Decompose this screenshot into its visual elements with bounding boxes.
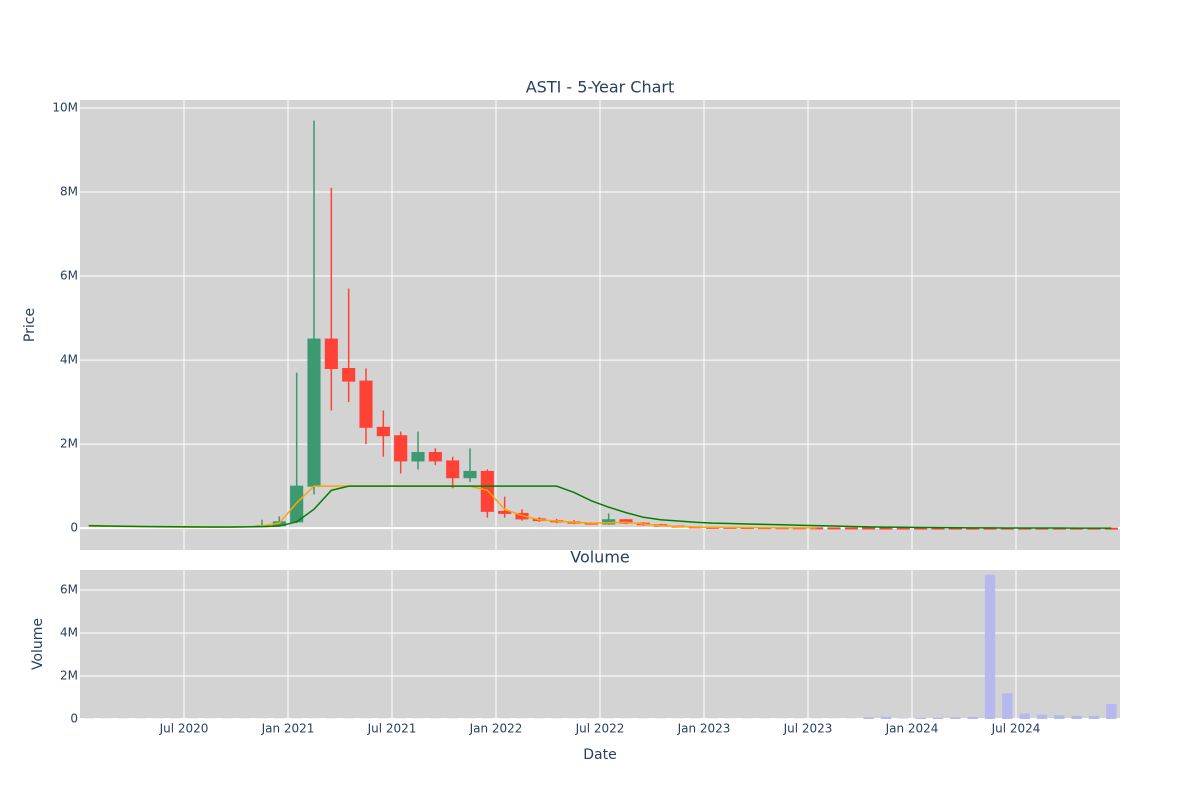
candle-body	[376, 426, 390, 437]
x-tick-label: Jul 2022	[575, 722, 625, 736]
candle-body	[896, 527, 910, 530]
volume-bar	[880, 716, 892, 719]
x-tick-label: Jan 2023	[677, 722, 731, 736]
y-tick-label: 0	[70, 712, 78, 726]
volume-bar	[1106, 703, 1117, 719]
y-axis-label: Volume	[30, 618, 46, 670]
y-tick-label: 2M	[60, 668, 78, 682]
y-axis-label: Price	[22, 308, 38, 342]
volume-title: Volume	[570, 548, 630, 567]
y-tick-label: 2M	[60, 437, 78, 451]
x-tick-label: Jan 2022	[469, 722, 523, 736]
moving-average-line	[88, 485, 1112, 529]
candle-body	[498, 510, 512, 514]
x-tick-label: Jul 2020	[159, 722, 209, 736]
volume-bar	[863, 717, 874, 719]
candle-body	[411, 452, 425, 462]
candle-body	[862, 527, 876, 530]
x-tick-label: Jul 2023	[783, 722, 833, 736]
candle-body	[827, 527, 841, 530]
volume-bar	[915, 717, 926, 719]
y-tick-label: 6M	[60, 582, 78, 596]
y-tick-label: 8M	[60, 185, 78, 199]
volume-bar	[1071, 715, 1082, 719]
candle-body	[446, 460, 460, 479]
x-tick-label: Jul 2021	[367, 722, 417, 736]
volume-bar	[1019, 713, 1030, 719]
candle-body	[428, 452, 442, 462]
x-tick-label: Jan 2021	[261, 722, 315, 736]
volume-bar	[984, 574, 996, 719]
volume-bar	[1088, 715, 1100, 719]
candle-body	[307, 338, 321, 487]
y-tick-label: 4M	[60, 353, 78, 367]
volume-bar	[967, 716, 978, 719]
candle-body	[342, 367, 356, 382]
y-tick-label: 6M	[60, 269, 78, 283]
y-tick-label: 0	[70, 521, 78, 535]
x-axis-label: Date	[583, 747, 616, 763]
candle-body	[844, 527, 858, 530]
candle-body	[879, 527, 893, 530]
candle-body	[324, 338, 338, 369]
y-tick-label: 4M	[60, 625, 78, 639]
candle-body	[619, 519, 633, 524]
x-tick-label: Jan 2024	[885, 722, 939, 736]
chart-title: ASTI - 5-Year Chart	[526, 78, 675, 97]
volume-bar	[1036, 714, 1048, 719]
x-tick-label: Jul 2024	[991, 722, 1041, 736]
candle-body	[463, 470, 477, 479]
volume-bar	[1002, 693, 1013, 719]
volume-bar	[950, 717, 961, 719]
y-tick-label: 10M	[52, 100, 78, 114]
volume-bar	[1054, 715, 1065, 719]
volume-bar	[932, 717, 944, 719]
candle-body	[359, 380, 373, 428]
candle-body	[394, 435, 408, 462]
